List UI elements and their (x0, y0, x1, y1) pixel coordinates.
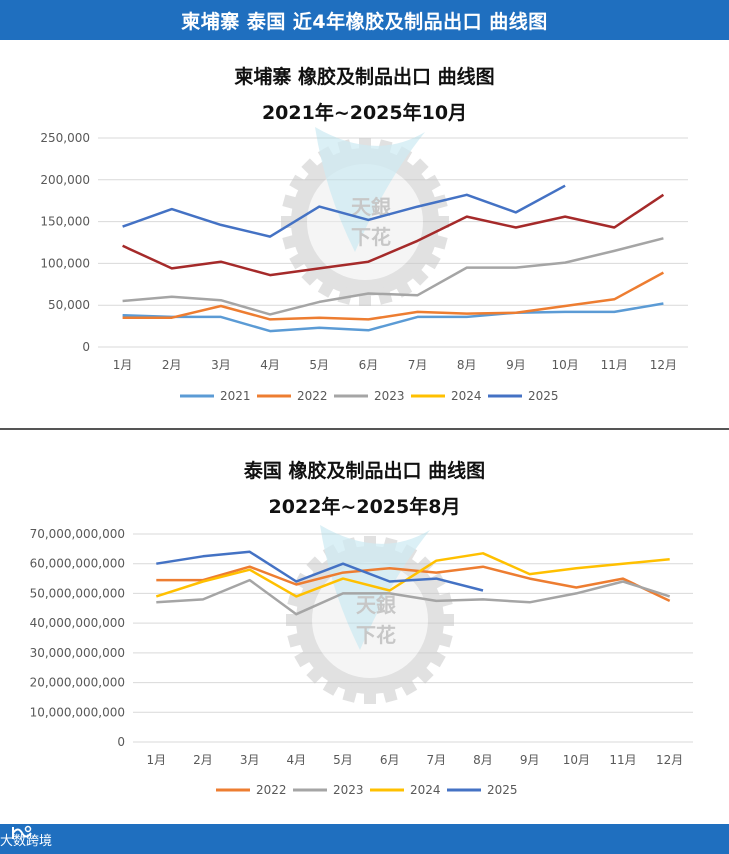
x-tick-label: 5月 (309, 358, 329, 372)
legend-label: 2025 (487, 783, 518, 797)
legend-item-2025: 2025 (488, 389, 559, 403)
y-tick-label: 30,000,000,000 (30, 646, 125, 660)
legend-label: 2025 (528, 389, 559, 403)
legend-item-2024: 2024 (370, 783, 441, 797)
legend-label: 2023 (374, 389, 405, 403)
y-tick-label: 10,000,000,000 (30, 705, 125, 719)
x-tick-label: 11月 (609, 753, 636, 767)
chart-title: 柬埔寨 橡胶及制品出口 曲线图 (234, 66, 495, 88)
y-tick-label: 40,000,000,000 (30, 616, 125, 630)
x-tick-label: 9月 (520, 753, 540, 767)
y-tick-label: 150,000 (40, 215, 90, 229)
x-tick-label: 9月 (506, 358, 526, 372)
y-tick-label: 0 (117, 735, 125, 749)
x-tick-label: 3月 (240, 753, 260, 767)
series-line-2022 (156, 565, 671, 603)
legend-item-2023: 2023 (334, 389, 405, 403)
legend-label: 2024 (410, 783, 441, 797)
series-line-2023 (156, 578, 671, 616)
legend-label: 2022 (256, 783, 287, 797)
x-tick-label: 6月 (359, 358, 379, 372)
legend-label: 2021 (220, 389, 251, 403)
banner-title: 柬埔寨 泰国 近4年橡胶及制品出口 曲线图 (181, 10, 548, 33)
x-tick-label: 6月 (380, 753, 400, 767)
x-tick-label: 2月 (162, 358, 182, 372)
y-tick-label: 200,000 (40, 173, 90, 187)
chart-title: 泰国 橡胶及制品出口 曲线图 (243, 460, 486, 482)
page-banner: 柬埔寨 泰国 近4年橡胶及制品出口 曲线图 (0, 0, 729, 40)
legend-item-2023: 2023 (293, 783, 364, 797)
page-footer: 大数跨境 (0, 824, 729, 854)
cambodia-chart-panel: 柬埔寨 橡胶及制品出口 曲线图 2021年~2025年10月 0 50,000 10… (0, 40, 729, 428)
x-tick-label: 4月 (287, 753, 307, 767)
watermark-text-line2: 下花 (356, 623, 396, 647)
y-tick-label: 100,000 (40, 256, 90, 270)
x-tick-label: 4月 (260, 358, 280, 372)
legend-label: 2022 (297, 389, 328, 403)
legend-item-2024: 2024 (411, 389, 482, 403)
legend-label: 2024 (451, 389, 482, 403)
watermark-text-line1: 天銀 (356, 593, 396, 617)
y-tick-label: 250,000 (40, 131, 90, 145)
x-tick-label: 5月 (333, 753, 353, 767)
legend-label: 2023 (333, 783, 364, 797)
x-tick-label: 8月 (473, 753, 493, 767)
x-tick-label: 1月 (113, 358, 133, 372)
legend-item-2022: 2022 (216, 783, 287, 797)
panel-divider (0, 428, 729, 430)
series-line-2021 (122, 302, 664, 333)
x-tick-label: 1月 (147, 753, 167, 767)
x-tick-label: 3月 (211, 358, 231, 372)
brand-logo-icon (12, 825, 32, 839)
x-tick-label: 12月 (650, 358, 677, 372)
x-tick-label: 12月 (656, 753, 683, 767)
series-line-2025 (156, 550, 484, 592)
x-tick-label: 2月 (193, 753, 213, 767)
legend-item-2021: 2021 (180, 389, 251, 403)
legend-item-2025: 2025 (447, 783, 518, 797)
series-line-2023 (122, 237, 664, 316)
x-tick-label: 10月 (551, 358, 578, 372)
y-tick-label: 60,000,000,000 (30, 557, 125, 571)
series-line-2024 (122, 193, 665, 277)
x-tick-label: 8月 (457, 358, 477, 372)
series-line-2024 (155, 552, 670, 598)
thailand-chart-panel: 泰国 橡胶及制品出口 曲线图 2022年~2025年8月 0 10,000,000… (0, 430, 729, 822)
y-tick-label: 70,000,000,000 (30, 527, 125, 541)
y-tick-label: 20,000,000,000 (30, 676, 125, 690)
x-tick-label: 7月 (408, 358, 428, 372)
x-tick-label: 7月 (427, 753, 447, 767)
series-line-2022 (122, 271, 664, 321)
watermark-text-line2: 下花 (351, 225, 391, 249)
y-tick-label: 50,000 (48, 298, 90, 312)
series-line-2025 (122, 184, 566, 238)
y-tick-label: 0 (82, 340, 90, 354)
x-tick-label: 11月 (601, 358, 628, 372)
chart-subtitle: 2022年~2025年8月 (268, 496, 461, 518)
thailand-line-chart: 0 10,000,000,000 20,000,000,000 30,000,000,… (30, 525, 693, 797)
chart-subtitle: 2021年~2025年10月 (261, 102, 468, 124)
y-tick-label: 50,000,000,000 (30, 586, 125, 600)
x-tick-label: 10月 (563, 753, 590, 767)
legend-item-2022: 2022 (257, 389, 328, 403)
